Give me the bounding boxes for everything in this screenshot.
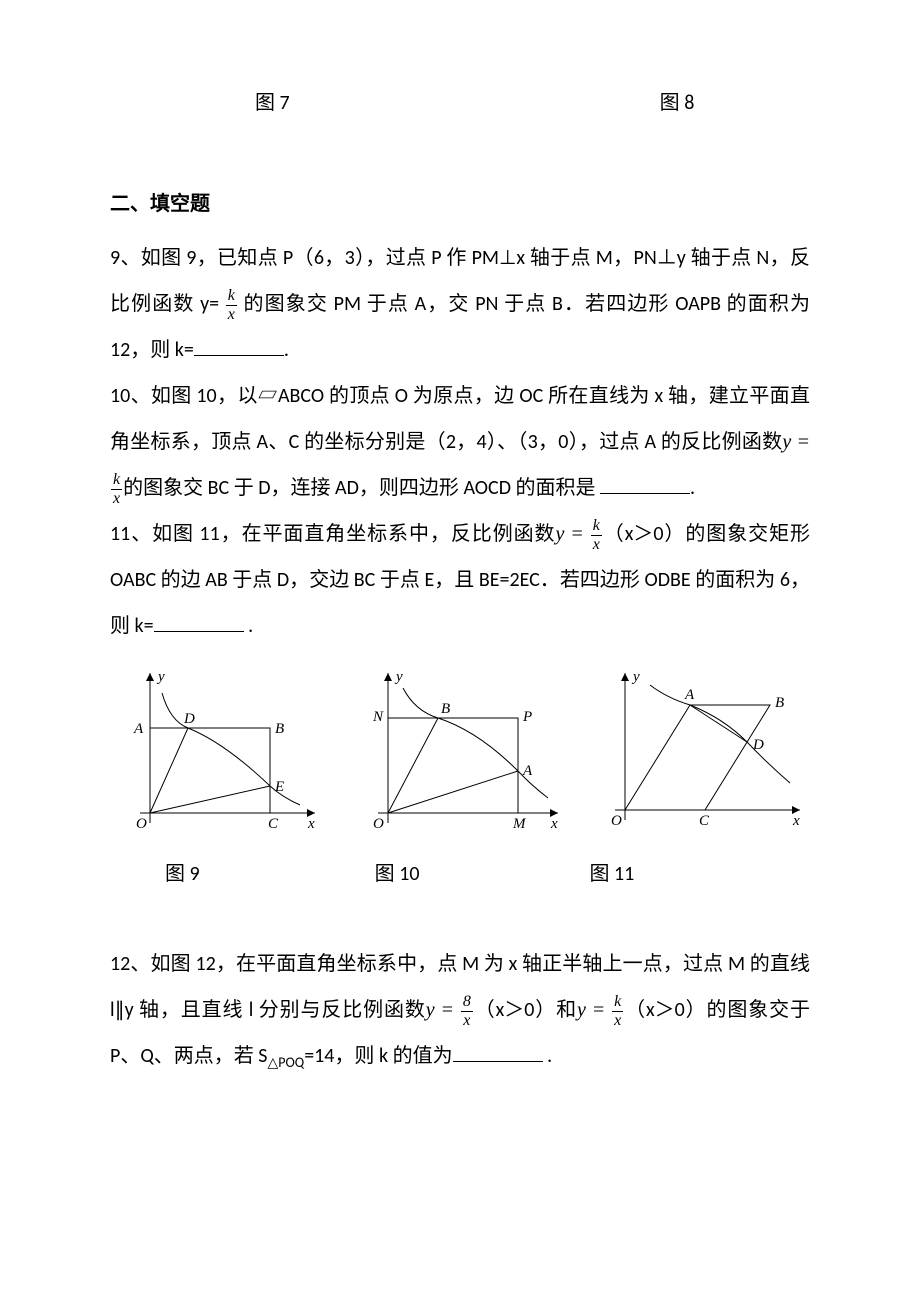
- figures-row-9-11: y x O A B C D E: [110, 663, 810, 833]
- q12-frac2-den: x: [612, 1012, 623, 1029]
- fig11-xlabel: x: [792, 813, 800, 829]
- q9-blank: [194, 338, 284, 356]
- fig10-P: P: [522, 709, 532, 725]
- q12-fraction-2: k x: [612, 994, 623, 1029]
- question-9: 9、如图 9，已知点 P（6，3），过点 P 作 PM⊥x 轴于点 M，PN⊥y…: [110, 235, 810, 373]
- fig9-E: E: [274, 779, 284, 795]
- q12-frac2-num: k: [612, 994, 623, 1012]
- section-2-heading: 二、填空题: [110, 181, 810, 227]
- fig10-ylabel: y: [394, 669, 403, 685]
- q12-frac1-den: x: [461, 1012, 473, 1029]
- fig9-xlabel: x: [307, 816, 315, 832]
- fig9-B: B: [275, 721, 284, 737]
- fig11-C: C: [699, 813, 710, 829]
- question-12: 12、如图 12，在平面直角坐标系中，点 M 为 x 轴正半轴上一点，过点 M …: [110, 941, 810, 1079]
- q10-eq-pre: y =: [782, 431, 810, 453]
- fig10-N: N: [372, 709, 384, 725]
- q10-fraction: k x: [111, 472, 122, 507]
- q12-sub: △POQ: [268, 1054, 305, 1071]
- q12-eq-pre-a: y =: [426, 999, 460, 1021]
- fig9-D: D: [183, 711, 195, 727]
- document-page: 图 7 图 8 二、填空题 9、如图 9，已知点 P（6，3），过点 P 作 P…: [0, 0, 920, 1159]
- caption-fig11: 图 11: [589, 851, 634, 897]
- caption-row-78: 图 7 图 8: [110, 80, 810, 126]
- q9-frac-num: k: [226, 288, 237, 306]
- q12-eq-pre-b: y =: [577, 999, 611, 1021]
- fig10-O: O: [373, 816, 384, 832]
- fig9-A: A: [133, 721, 144, 737]
- question-10: 10、如图 10，以▱ABCO 的顶点 O 为原点，边 OC 所在直线为 x 轴…: [110, 373, 810, 511]
- caption-fig7: 图 7: [255, 80, 290, 126]
- fig10-M: M: [512, 816, 527, 832]
- q9-frac-den: x: [226, 306, 237, 323]
- figure-10: y x O N P M B A: [353, 663, 568, 833]
- fig11-A: A: [684, 687, 695, 703]
- q12-fraction-1: 8 x: [461, 994, 473, 1029]
- figure-11: y x O A B C D: [595, 663, 810, 833]
- q11-blank: [154, 614, 244, 632]
- q12-mid3: =14，则 k 的值为: [304, 1044, 452, 1068]
- q12-blank: [453, 1044, 543, 1062]
- fig11-D: D: [752, 737, 764, 753]
- q9-post2: .: [284, 338, 289, 362]
- q11-pre: 11、如图 11，在平面直角坐标系中，反比例函数: [110, 522, 556, 546]
- q9-fraction: k x: [226, 288, 237, 323]
- fig9-ylabel: y: [156, 669, 165, 685]
- q11-frac-num: k: [591, 518, 602, 536]
- caption-fig9: 图 9: [165, 851, 200, 897]
- fig11-O: O: [611, 813, 622, 829]
- q10-frac-den: x: [111, 490, 122, 507]
- q10-pre: 10、如图 10，以▱ABCO 的顶点 O 为原点，边 OC 所在直线为 x 轴…: [110, 384, 810, 454]
- q12-post: .: [543, 1044, 553, 1068]
- fig11-B: B: [775, 695, 784, 711]
- fig10-xlabel: x: [550, 816, 558, 832]
- q12-mid1: （x＞0）和: [474, 998, 577, 1022]
- caption-row-9-11: 图 9 图 10 图 11: [110, 851, 810, 897]
- fig11-ylabel: y: [631, 669, 640, 685]
- q11-eq-pre: y =: [556, 523, 590, 545]
- q11-post: .: [244, 614, 254, 638]
- fig9-C: C: [268, 816, 279, 832]
- figure-9: y x O A B C D E: [110, 663, 325, 833]
- q10-post1: 的图象交 BC 于 D，连接 AD，则四边形 AOCD 的面积是: [123, 476, 600, 500]
- question-11: 11、如图 11，在平面直角坐标系中，反比例函数y = k x （x＞0）的图象…: [110, 511, 810, 649]
- q11-fraction: k x: [591, 518, 602, 553]
- caption-fig8: 图 8: [660, 80, 695, 126]
- q10-post2: .: [690, 476, 695, 500]
- caption-fig10: 图 10: [375, 851, 420, 897]
- q10-frac-num: k: [111, 472, 122, 490]
- fig10-B: B: [441, 701, 450, 717]
- q11-frac-den: x: [591, 536, 602, 553]
- q12-frac1-num: 8: [461, 994, 473, 1012]
- fig9-O: O: [136, 816, 147, 832]
- q10-blank: [600, 476, 690, 494]
